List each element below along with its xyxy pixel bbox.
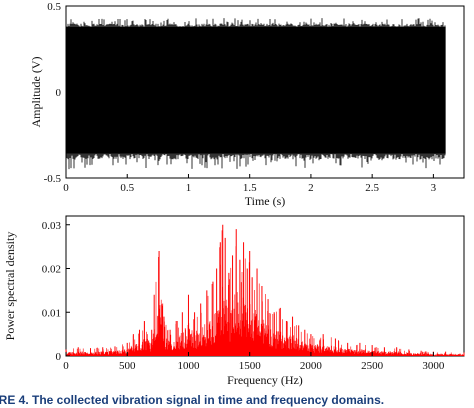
x-tick-label: 1000	[177, 360, 200, 372]
time-signal-series	[65, 18, 446, 170]
x-tick-label: 0	[63, 360, 69, 372]
y-tick-label: -0.5	[44, 173, 62, 185]
x-tick-label: 3000	[422, 360, 445, 372]
x-tick-label: 1.5	[243, 182, 257, 194]
y-tick-label: 0.02	[42, 264, 61, 276]
y-tick-label: 0.03	[42, 220, 62, 232]
x-tick-label: 500	[119, 360, 136, 372]
x-tick-label: 0.5	[120, 182, 134, 194]
time-domain-plot: 0 0.5 1 1.5 2 2.5 3 -0.500.5 Time (s) Amplitud…	[29, 1, 465, 208]
x-tick-label: 2500	[361, 360, 384, 372]
signal-spikes	[65, 18, 446, 170]
x-tick-label: 1	[186, 182, 192, 194]
psd-x-ticks: 0 500 1000 1500 2000 2500 3000	[63, 352, 445, 372]
x-tick-label: 2	[308, 182, 314, 194]
y-tick-label: 0.01	[42, 307, 61, 319]
time-y-axis-label: Amplitude (V)	[29, 57, 43, 128]
time-x-axis-label: Time (s)	[245, 194, 286, 208]
y-tick-label: 0.5	[47, 1, 61, 13]
psd-y-axis-label: Power spectral density	[3, 232, 17, 341]
frequency-domain-plot: 0 500 1000 1500 2000 2500 3000 0 0.01 0.02 0.03 F…	[3, 215, 465, 387]
psd-spectrum	[65, 230, 464, 356]
figure-caption: FIGURE 4. The collected vibration signal…	[0, 393, 384, 407]
psd-x-axis-label: Frequency (Hz)	[227, 373, 303, 387]
x-tick-label: 2000	[300, 360, 323, 372]
x-tick-label: 2.5	[365, 182, 379, 194]
psd-y-ticks: 0 0.01 0.02 0.03	[42, 220, 70, 363]
y-tick-label: 0	[56, 351, 62, 363]
time-y-ticks: -0.5 0 0.5	[44, 1, 70, 185]
signal-band	[66, 26, 446, 154]
psd-series	[65, 224, 465, 356]
time-x-ticks: 0 0.5 1 1.5 2 2.5 3	[63, 174, 437, 194]
x-tick-label: 1500	[239, 360, 262, 372]
x-tick-label: 3	[431, 182, 437, 194]
x-tick-label: 0	[63, 182, 69, 194]
y-tick-label: 0	[56, 87, 62, 99]
